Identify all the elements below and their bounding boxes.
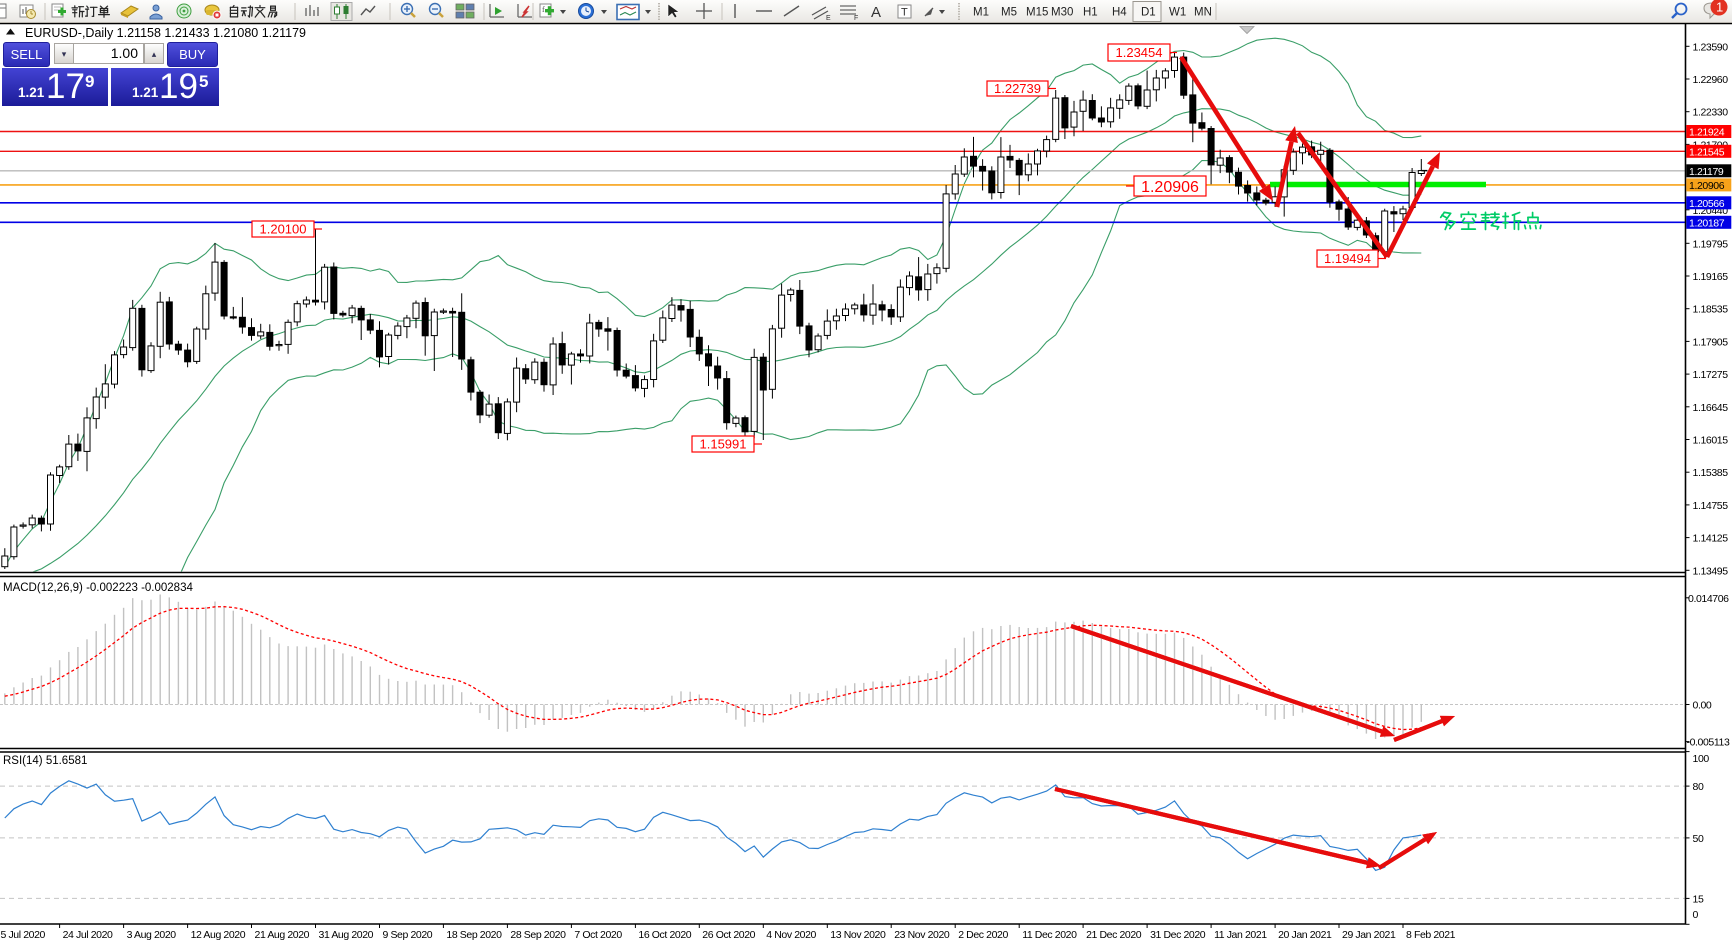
svg-text:28 Sep 2020: 28 Sep 2020 (510, 929, 566, 941)
svg-text:1.17905: 1.17905 (1693, 336, 1729, 348)
svg-text:7 Oct 2020: 7 Oct 2020 (574, 929, 622, 941)
svg-text:9 Sep 2020: 9 Sep 2020 (383, 929, 433, 941)
svg-text:EURUSD-,Daily 1.21158 1.21433: EURUSD-,Daily 1.21158 1.21433 1.21080 1.… (25, 26, 306, 40)
svg-text:W1: W1 (1169, 7, 1186, 19)
svg-text:M15: M15 (1026, 7, 1048, 19)
svg-text:11 Dec 2020: 11 Dec 2020 (1022, 929, 1077, 941)
svg-text:1.20906: 1.20906 (1141, 179, 1199, 196)
svg-text:MN: MN (1194, 7, 1212, 19)
svg-text:24 Jul 2020: 24 Jul 2020 (63, 929, 113, 941)
svg-text:1.20566: 1.20566 (1689, 198, 1725, 210)
svg-text:2 Dec 2020: 2 Dec 2020 (958, 929, 1008, 941)
svg-text:1.22330: 1.22330 (1693, 107, 1729, 119)
svg-text:31 Dec 2020: 31 Dec 2020 (1150, 929, 1206, 941)
svg-text:100: 100 (1693, 753, 1710, 765)
svg-text:26 Oct 2020: 26 Oct 2020 (702, 929, 755, 941)
svg-text:1.16015: 1.16015 (1693, 435, 1729, 447)
svg-text:D1: D1 (1141, 7, 1156, 19)
svg-text:12 Aug 2020: 12 Aug 2020 (191, 929, 246, 941)
svg-text:1.20187: 1.20187 (1689, 217, 1725, 229)
svg-text:1.20100: 1.20100 (260, 222, 307, 237)
svg-text:RSI(14) 51.6581: RSI(14) 51.6581 (3, 755, 87, 767)
svg-text:E: E (826, 15, 831, 22)
svg-text:1.14755: 1.14755 (1693, 500, 1729, 512)
svg-text:1.13495: 1.13495 (1693, 565, 1729, 577)
svg-text:1.17275: 1.17275 (1693, 369, 1729, 381)
svg-text:1.16645: 1.16645 (1693, 402, 1729, 414)
svg-text:1.15385: 1.15385 (1693, 467, 1729, 479)
svg-text:A: A (871, 4, 881, 21)
svg-text:50: 50 (1693, 833, 1704, 845)
svg-text:4 Nov 2020: 4 Nov 2020 (766, 929, 816, 941)
svg-text:1.21924: 1.21924 (1689, 127, 1725, 139)
svg-text:1.23454: 1.23454 (1116, 45, 1163, 60)
svg-text:1.19795: 1.19795 (1693, 238, 1729, 250)
svg-text:F: F (854, 15, 858, 22)
svg-text:23 Nov 2020: 23 Nov 2020 (894, 929, 950, 941)
svg-text:16 Oct 2020: 16 Oct 2020 (638, 929, 691, 941)
svg-text:20 Jan 2021: 20 Jan 2021 (1278, 929, 1332, 941)
svg-text:1.20906: 1.20906 (1689, 180, 1725, 192)
svg-text:80: 80 (1693, 781, 1704, 793)
svg-text:18 Sep 2020: 18 Sep 2020 (446, 929, 502, 941)
svg-text:13 Nov 2020: 13 Nov 2020 (830, 929, 886, 941)
svg-text:1.21545: 1.21545 (1689, 146, 1725, 158)
svg-text:T: T (901, 7, 908, 19)
svg-text:15: 15 (1693, 893, 1704, 905)
svg-text:31 Aug 2020: 31 Aug 2020 (319, 929, 374, 941)
svg-text:-0.005113: -0.005113 (1687, 737, 1730, 749)
svg-text:11 Jan 2021: 11 Jan 2021 (1214, 929, 1267, 941)
svg-text:H4: H4 (1112, 7, 1127, 19)
svg-text:f: f (542, 5, 545, 14)
svg-text:1: 1 (1716, 0, 1723, 15)
svg-text:M1: M1 (973, 7, 989, 19)
svg-text:5 Jul 2020: 5 Jul 2020 (1, 929, 46, 941)
svg-text:1.14125: 1.14125 (1693, 533, 1729, 545)
svg-text:3 Aug 2020: 3 Aug 2020 (127, 929, 177, 941)
svg-text:1.21179: 1.21179 (1689, 166, 1724, 178)
svg-text:MACD(12,26,9) -0.002223 -0.002: MACD(12,26,9) -0.002223 -0.002834 (3, 582, 193, 594)
svg-text:1.23590: 1.23590 (1693, 41, 1729, 53)
svg-text:H1: H1 (1083, 7, 1098, 19)
svg-text:M5: M5 (1001, 7, 1017, 19)
svg-text:1.15991: 1.15991 (700, 437, 747, 452)
svg-text:1.22960: 1.22960 (1693, 74, 1729, 86)
svg-text:0.00: 0.00 (1693, 700, 1712, 712)
svg-text:8 Feb 2021: 8 Feb 2021 (1406, 929, 1456, 941)
svg-text:M30: M30 (1051, 7, 1073, 19)
svg-text:1.18535: 1.18535 (1693, 304, 1729, 316)
svg-text:21 Dec 2020: 21 Dec 2020 (1086, 929, 1142, 941)
svg-text:21 Aug 2020: 21 Aug 2020 (255, 929, 310, 941)
svg-text:1.19494: 1.19494 (1324, 251, 1371, 266)
svg-text:1.19165: 1.19165 (1693, 271, 1729, 283)
svg-text:29 Jan 2021: 29 Jan 2021 (1342, 929, 1396, 941)
svg-text:0.014706: 0.014706 (1688, 593, 1729, 605)
svg-text:1.22739: 1.22739 (994, 81, 1041, 96)
svg-text:0: 0 (1693, 909, 1699, 921)
